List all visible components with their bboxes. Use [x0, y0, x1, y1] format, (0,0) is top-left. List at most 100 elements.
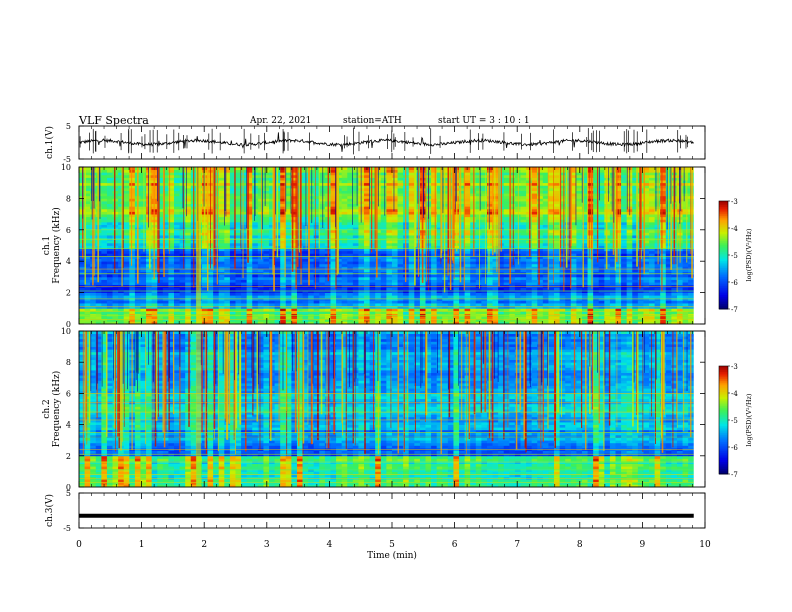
- ch1-spectrogram-cell: [576, 289, 583, 293]
- ch1-spectrogram-cell: [235, 216, 242, 220]
- ch1-spectrogram-cell: [274, 318, 281, 322]
- ch1-spectrogram-cell: [486, 289, 493, 293]
- ch1-spectrogram-cell: [688, 308, 695, 312]
- ch1-spectrogram-cell: [313, 211, 320, 215]
- ch1-spectrogram-cell: [129, 255, 136, 259]
- ch1-spectrogram-cell: [660, 318, 667, 322]
- ch1-spectrogram-cell: [229, 253, 236, 257]
- ch1-spectrogram-cell: [140, 271, 147, 275]
- ch1-spectrogram-cell: [436, 208, 443, 212]
- ch1-spectrogram-cell: [447, 316, 454, 320]
- ch1-spectrogram-cell: [162, 303, 169, 307]
- ch1-spectrogram-cell: [341, 240, 348, 244]
- ch1-spectrogram-cell: [660, 245, 667, 249]
- ch1-spectrogram-cell: [654, 289, 661, 293]
- ch1-spectrogram-cell: [157, 289, 164, 293]
- ch1-spectrogram-cell: [140, 274, 147, 278]
- ch1-spectrogram-cell: [352, 308, 359, 312]
- ch1-spectrogram-cell: [665, 258, 672, 262]
- ch1-spectrogram-cell: [324, 292, 331, 296]
- ch1-spectrogram-cell: [660, 292, 667, 296]
- ch1-spectrogram-cell: [308, 305, 315, 309]
- ch1-spectrogram-cell: [537, 266, 544, 270]
- ch1-spectrogram-cell: [129, 232, 136, 236]
- ch1-spectrogram-cell: [621, 266, 628, 270]
- ch1-spectrogram-cell: [593, 224, 600, 228]
- ch1-spectrogram-cell: [688, 250, 695, 254]
- ch1-spectrogram-cell: [386, 248, 393, 252]
- ch1-spectrogram-cell: [492, 287, 499, 291]
- ch1-spectrogram-cell: [397, 279, 404, 283]
- ch1-spectrogram-cell: [90, 316, 97, 320]
- ch1-spectrogram-cell: [375, 274, 382, 278]
- ch1-spectrogram-cell: [593, 289, 600, 293]
- ch1-spectrogram-cell: [587, 235, 594, 239]
- ch1-spectrogram-cell: [123, 219, 130, 223]
- ch1-spectrogram-cell: [201, 297, 208, 301]
- ch1-spectrogram-cell: [280, 229, 287, 233]
- ch1-spectrogram-cell: [475, 216, 482, 220]
- ch1-spectrogram-cell: [257, 310, 264, 314]
- ch1-spectrogram-cell: [654, 242, 661, 246]
- ch1-spectrogram-cell: [285, 316, 292, 320]
- ch1-spectrogram-cell: [576, 263, 583, 267]
- ch1-spectrogram-cell: [375, 232, 382, 236]
- ch1-spectrogram-cell: [162, 214, 169, 218]
- ch1-spectrogram-cell: [101, 276, 108, 280]
- ch1-spectrogram-cell: [593, 255, 600, 259]
- ch1-spectrogram-cell: [101, 245, 108, 249]
- ch1-spectrogram-cell: [336, 242, 343, 246]
- ch1-spectrogram-cell: [671, 316, 678, 320]
- ch1-spectrogram-cell: [554, 242, 561, 246]
- ch1-spectrogram-cell: [207, 295, 214, 299]
- ch1-spectrogram-cell: [330, 289, 337, 293]
- ch1-spectrogram-cell: [665, 316, 672, 320]
- ch1-spectrogram-cell: [213, 258, 220, 262]
- ch1-spectrogram-cell: [213, 321, 220, 325]
- ch1-spectrogram-cell: [682, 303, 689, 307]
- ch1-spectrogram-cell: [129, 303, 136, 307]
- ch1-spectrogram-cell: [112, 245, 119, 249]
- ch1-spectrogram-cell: [503, 287, 510, 291]
- ch1-spectrogram-cell: [224, 303, 231, 307]
- ch1-spectrogram-cell: [168, 271, 175, 275]
- ch1-spectrogram-cell: [185, 310, 192, 314]
- ch1-spectrogram-cell: [157, 253, 164, 257]
- ch1-spectrogram-cell: [146, 279, 153, 283]
- ch1-spectrogram-cell: [609, 263, 616, 267]
- ch1-spectrogram-cell: [598, 253, 605, 257]
- ch1-spectrogram-cell: [364, 300, 370, 304]
- ch1-spectrogram-cell: [570, 282, 577, 286]
- ch1-spectrogram-cell: [285, 250, 292, 254]
- ch1-spectrogram-cell: [269, 214, 275, 218]
- ch1-spectrogram-cell: [486, 235, 493, 239]
- ch1-spectrogram-cell: [129, 287, 136, 291]
- ch1-spectrogram-cell: [492, 269, 499, 273]
- ch1-spectrogram-cell: [414, 287, 421, 291]
- ch1-spectrogram-cell: [498, 274, 505, 278]
- ch1-spectrogram-cell: [509, 219, 516, 223]
- ch1-spectrogram-cell: [615, 310, 622, 314]
- ch1-spectrogram-cell: [352, 240, 359, 244]
- ch1-spectrogram-cell: [375, 216, 382, 220]
- ch1-spectrogram-cell: [101, 271, 108, 275]
- ch1-spectrogram-cell: [358, 235, 365, 239]
- ch1-spectrogram-cell: [509, 224, 516, 228]
- ch1-spectrogram-cell: [660, 242, 667, 246]
- ch1-spectrogram-cell: [218, 271, 225, 275]
- ch1-spectrogram-cell: [218, 287, 225, 291]
- ch1-spectrogram-cell: [246, 292, 253, 296]
- ch1-spectrogram-cell: [682, 250, 689, 254]
- ch1-spectrogram-cell: [174, 216, 180, 220]
- ch1-spectrogram-cell: [84, 255, 91, 259]
- ch1-spectrogram-cell: [106, 295, 113, 299]
- ch1-spectrogram-cell: [576, 242, 583, 246]
- ch1-spectrogram-cell: [241, 235, 248, 239]
- ch1-spectrogram-cell: [531, 258, 538, 262]
- ch1-spectrogram-cell: [162, 308, 169, 312]
- ch1-spectrogram-cell: [581, 287, 588, 291]
- ch1-spectrogram-cell: [503, 297, 510, 301]
- ch1-spectrogram-cell: [604, 276, 611, 280]
- ch1-spectrogram-cell: [486, 271, 493, 275]
- ch1-spectrogram-cell: [101, 310, 108, 314]
